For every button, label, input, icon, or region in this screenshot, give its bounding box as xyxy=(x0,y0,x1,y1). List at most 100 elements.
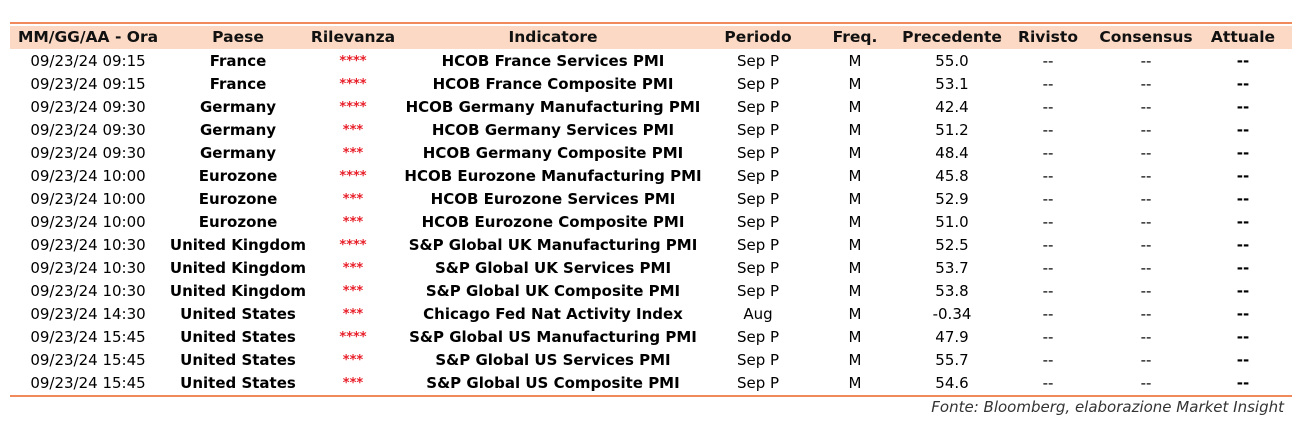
country-cell: France xyxy=(209,52,267,70)
previous-cell: 52.5 xyxy=(935,236,969,254)
date-time-cell: 09/23/24 15:45 xyxy=(30,351,146,369)
previous-cell: 51.2 xyxy=(935,121,969,139)
consensus-cell: -- xyxy=(1140,98,1152,116)
date-time-cell: 09/23/24 14:30 xyxy=(30,305,146,323)
actual-cell: -- xyxy=(1236,282,1250,300)
period-cell: Sep P xyxy=(736,167,780,185)
indicator-cell: HCOB Eurozone Composite PMI xyxy=(421,213,685,231)
revised-cell: -- xyxy=(1042,236,1054,254)
date-time-cell: 09/23/24 10:30 xyxy=(30,259,146,277)
actual-cell: -- xyxy=(1236,328,1250,346)
relevance-cell: **** xyxy=(339,54,367,69)
relevance-cell: **** xyxy=(339,77,367,92)
country-cell: Eurozone xyxy=(198,190,278,208)
period-cell: Sep P xyxy=(736,144,780,162)
country-cell: Germany xyxy=(199,144,277,162)
period-cell: Aug xyxy=(743,305,773,323)
frequency-cell: M xyxy=(848,282,862,300)
period-cell: Sep P xyxy=(736,75,780,93)
country-cell: United States xyxy=(180,351,296,369)
date-time-cell: 09/23/24 09:30 xyxy=(30,121,146,139)
actual-cell: -- xyxy=(1236,98,1250,116)
country-cell: France xyxy=(209,75,267,93)
date-time-cell: 09/23/24 10:30 xyxy=(30,236,146,254)
previous-cell: 55.0 xyxy=(935,52,969,70)
bottom-rule xyxy=(10,395,1292,397)
consensus-cell: -- xyxy=(1140,236,1152,254)
header-consensus: Consensus xyxy=(1099,28,1193,46)
relevance-cell: **** xyxy=(339,169,367,184)
consensus-cell: -- xyxy=(1140,121,1152,139)
country-cell: Eurozone xyxy=(198,167,278,185)
date-time-cell: 09/23/24 09:30 xyxy=(30,144,146,162)
revised-cell: -- xyxy=(1042,374,1054,392)
period-cell: Sep P xyxy=(736,52,780,70)
header-date-time: MM/GG/AA - Ora xyxy=(17,28,159,46)
relevance-cell: *** xyxy=(342,353,364,368)
country-cell: Germany xyxy=(199,121,277,139)
previous-cell: 45.8 xyxy=(935,167,969,185)
consensus-cell: -- xyxy=(1140,351,1152,369)
source-note: Fonte: Bloomberg, elaborazione Market In… xyxy=(931,398,1284,416)
consensus-cell: -- xyxy=(1140,305,1152,323)
indicator-cell: S&P Global US Composite PMI xyxy=(426,374,680,392)
header-actual: Attuale xyxy=(1210,28,1276,46)
header-revised: Rivisto xyxy=(1018,28,1078,46)
indicator-cell: HCOB Germany Composite PMI xyxy=(422,144,684,162)
period-cell: Sep P xyxy=(736,98,780,116)
frequency-cell: M xyxy=(848,167,862,185)
relevance-cell: *** xyxy=(342,123,364,138)
revised-cell: -- xyxy=(1042,121,1054,139)
relevance-cell: **** xyxy=(339,100,367,115)
header-relevance: Rilevanza xyxy=(310,28,396,46)
consensus-cell: -- xyxy=(1140,190,1152,208)
consensus-cell: -- xyxy=(1140,282,1152,300)
date-time-cell: 09/23/24 10:00 xyxy=(30,167,146,185)
consensus-cell: -- xyxy=(1140,144,1152,162)
indicator-cell: HCOB Eurozone Manufacturing PMI xyxy=(404,167,702,185)
top-rule xyxy=(10,22,1292,24)
date-time-cell: 09/23/24 09:15 xyxy=(30,75,146,93)
previous-cell: 48.4 xyxy=(935,144,969,162)
period-cell: Sep P xyxy=(736,236,780,254)
frequency-cell: M xyxy=(848,75,862,93)
relevance-cell: **** xyxy=(339,330,367,345)
actual-cell: -- xyxy=(1236,190,1250,208)
frequency-cell: M xyxy=(848,351,862,369)
period-cell: Sep P xyxy=(736,259,780,277)
revised-cell: -- xyxy=(1042,167,1054,185)
revised-cell: -- xyxy=(1042,259,1054,277)
date-time-cell: 09/23/24 15:45 xyxy=(30,328,146,346)
previous-cell: -0.34 xyxy=(932,305,972,323)
revised-cell: -- xyxy=(1042,75,1054,93)
consensus-cell: -- xyxy=(1140,328,1152,346)
previous-cell: 51.0 xyxy=(935,213,969,231)
revised-cell: -- xyxy=(1042,144,1054,162)
relevance-cell: *** xyxy=(342,284,364,299)
relevance-cell: *** xyxy=(342,307,364,322)
consensus-cell: -- xyxy=(1140,52,1152,70)
actual-cell: -- xyxy=(1236,52,1250,70)
period-cell: Sep P xyxy=(736,374,780,392)
period-cell: Sep P xyxy=(736,282,780,300)
frequency-cell: M xyxy=(848,259,862,277)
revised-cell: -- xyxy=(1042,213,1054,231)
country-cell: United Kingdom xyxy=(169,236,307,254)
indicator-cell: S&P Global UK Services PMI xyxy=(434,259,672,277)
date-time-cell: 09/23/24 10:00 xyxy=(30,213,146,231)
revised-cell: -- xyxy=(1042,305,1054,323)
header-indicator: Indicatore xyxy=(508,28,598,46)
relevance-cell: *** xyxy=(342,215,364,230)
country-cell: United Kingdom xyxy=(169,282,307,300)
relevance-cell: **** xyxy=(339,238,367,253)
actual-cell: -- xyxy=(1236,144,1250,162)
consensus-cell: -- xyxy=(1140,167,1152,185)
indicator-cell: S&P Global UK Manufacturing PMI xyxy=(408,236,698,254)
period-cell: Sep P xyxy=(736,121,780,139)
period-cell: Sep P xyxy=(736,351,780,369)
indicator-cell: S&P Global US Services PMI xyxy=(435,351,671,369)
relevance-cell: *** xyxy=(342,261,364,276)
period-cell: Sep P xyxy=(736,190,780,208)
country-cell: Germany xyxy=(199,98,277,116)
